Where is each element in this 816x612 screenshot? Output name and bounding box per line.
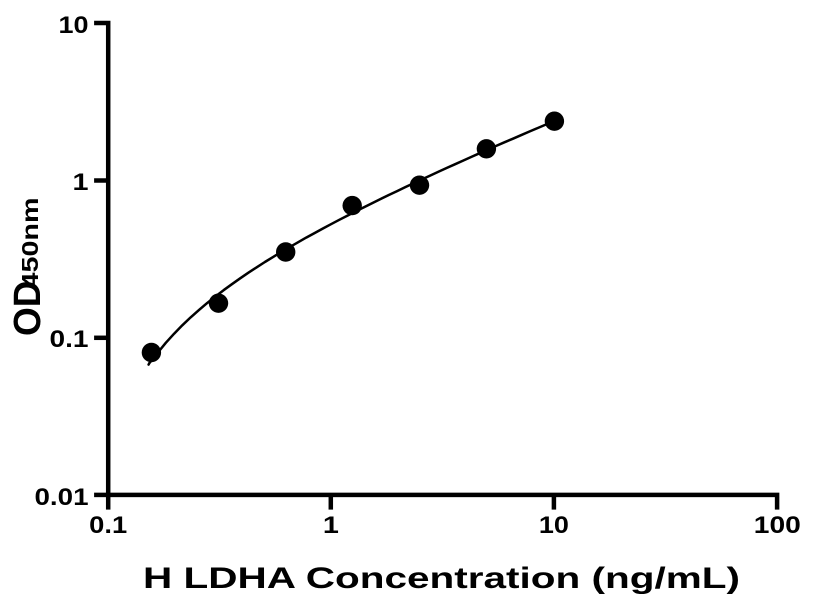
- svg-text:0.01: 0.01: [35, 484, 89, 511]
- svg-text:100: 100: [754, 512, 801, 539]
- svg-text:OD: OD: [7, 281, 49, 337]
- svg-text:0.1: 0.1: [50, 326, 89, 353]
- svg-text:0.1: 0.1: [89, 512, 127, 539]
- svg-text:450nm: 450nm: [17, 198, 43, 289]
- svg-text:H LDHA Concentration (ng/mL): H LDHA Concentration (ng/mL): [143, 562, 740, 595]
- svg-text:1: 1: [323, 512, 339, 539]
- svg-text:10: 10: [59, 12, 89, 39]
- svg-text:10: 10: [539, 512, 569, 539]
- svg-text:1: 1: [73, 169, 89, 196]
